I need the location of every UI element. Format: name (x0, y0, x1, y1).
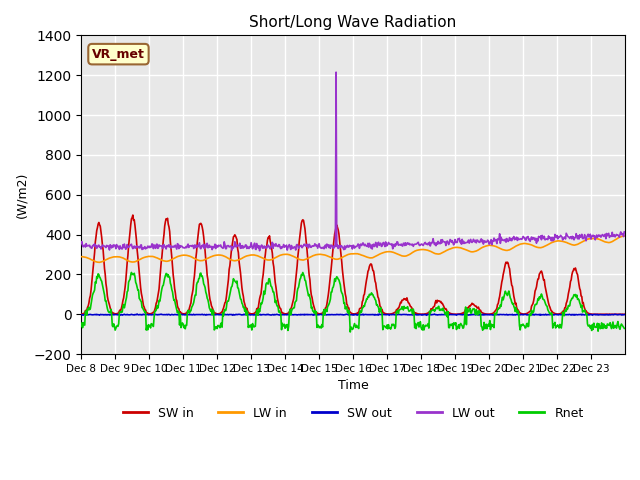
X-axis label: Time: Time (338, 379, 369, 392)
Legend: SW in, LW in, SW out, LW out, Rnet: SW in, LW in, SW out, LW out, Rnet (118, 402, 589, 425)
Text: VR_met: VR_met (92, 48, 145, 60)
Y-axis label: (W/m2): (W/m2) (15, 171, 28, 218)
Title: Short/Long Wave Radiation: Short/Long Wave Radiation (250, 15, 457, 30)
